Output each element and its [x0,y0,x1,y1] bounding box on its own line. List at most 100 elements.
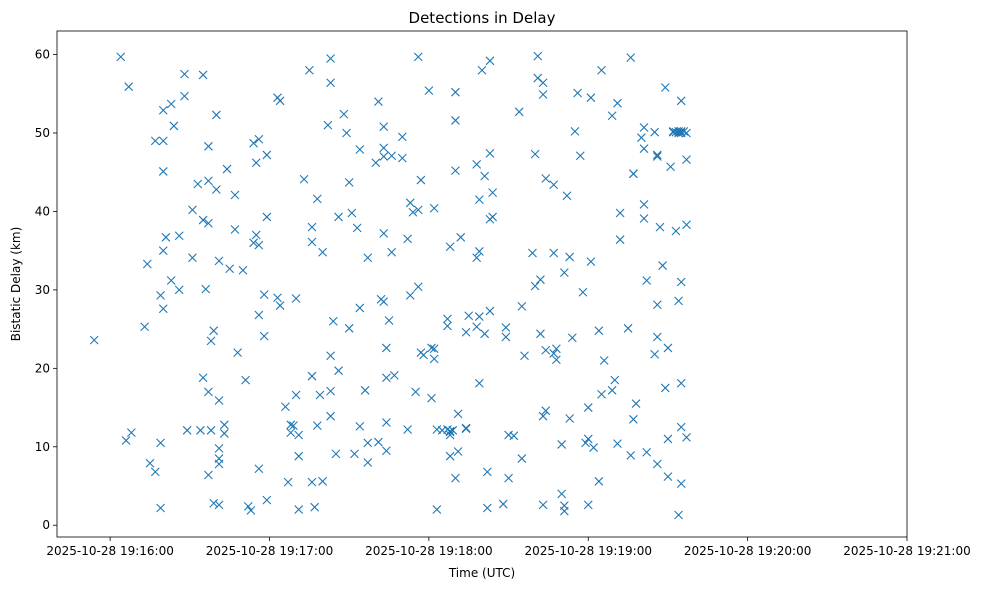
data-point [586,257,596,267]
data-point [206,425,216,435]
y-tick-label: 50 [35,126,50,140]
data-point [174,285,184,295]
data-point [156,290,165,300]
data-point [254,310,264,320]
data-point [429,344,439,354]
data-point [429,203,439,213]
data-point [549,349,559,358]
data-point [461,423,471,433]
data-point [381,373,391,383]
data-point [312,421,322,430]
data-point [352,223,362,233]
data-point [273,293,282,303]
data-point [676,277,686,287]
data-point [230,225,240,234]
data-point [541,345,551,355]
data-point [583,403,593,412]
data-point [464,311,474,321]
data-point [538,411,548,421]
data-point [607,111,617,121]
data-point [124,82,134,92]
data-point [509,431,519,441]
data-point [405,290,415,300]
data-point [156,438,165,448]
data-point [652,300,662,310]
data-point [225,264,235,274]
data-point [488,212,498,222]
data-point [445,430,455,440]
data-point [682,128,691,138]
data-point [344,323,354,333]
data-point [326,78,335,88]
data-point [650,349,660,359]
data-point [445,426,455,436]
data-point [307,237,317,247]
data-point [676,127,686,136]
data-point [150,467,160,477]
data-point [408,207,418,217]
data-point [615,208,625,218]
data-point [586,93,596,103]
data-point [326,54,335,63]
data-point [312,194,322,204]
data-point [238,265,248,275]
data-point [193,179,203,189]
data-point [121,436,131,445]
data-point [158,105,168,115]
data-point [381,418,391,427]
data-point [594,476,604,486]
data-point [666,162,675,172]
data-point [474,378,484,388]
data-point [597,65,606,75]
data-point [485,148,495,158]
data-point [575,151,585,161]
data-point [498,499,508,509]
data-point [514,107,524,117]
data-point [214,396,224,405]
data-point [472,322,482,332]
data-point [488,188,498,197]
x-tick-label: 2025-10-28 19:18:00 [365,544,492,558]
data-point [291,294,301,303]
data-point [169,121,179,131]
data-point [652,150,662,160]
data-point [636,133,646,143]
data-point [530,281,540,291]
data-point [326,411,335,421]
data-point [158,167,168,176]
data-point [613,98,622,108]
x-tick-label: 2025-10-28 19:17:00 [206,544,333,558]
data-point [254,464,264,474]
data-point [89,335,99,345]
x-axis-label: Time (UTC) [448,566,515,580]
data-point [474,195,484,205]
y-tick-label: 10 [35,440,50,454]
data-point [652,332,662,342]
data-point [501,332,511,342]
x-tick-label: 2025-10-28 19:16:00 [46,544,173,558]
data-point [652,152,662,161]
data-point [639,123,649,132]
data-point [453,409,463,419]
data-point [142,259,152,269]
data-point [355,421,365,431]
y-tick-label: 20 [35,361,50,375]
data-point [251,158,261,168]
data-point [676,96,686,106]
data-point [451,166,460,176]
data-point [676,422,686,432]
data-point [204,470,213,480]
data-point [520,351,529,361]
data-point [413,52,423,62]
data-point [597,389,606,399]
data-point [286,420,296,430]
data-point [323,120,333,130]
data-point [209,326,219,336]
data-point [451,87,460,97]
x-tick-label: 2025-10-28 19:21:00 [843,544,970,558]
data-point [262,212,272,222]
data-point [397,132,407,142]
data-point [445,427,455,437]
data-point [658,261,668,270]
data-point [214,500,224,510]
